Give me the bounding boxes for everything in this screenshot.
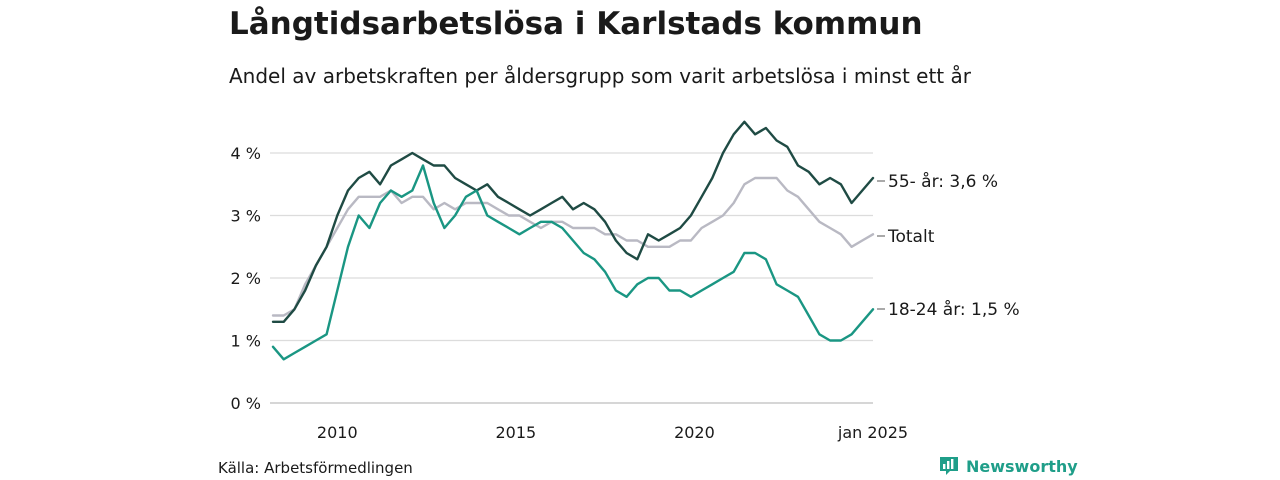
x-tick-label: 2015: [495, 423, 536, 442]
x-axis: 2010 2015 2020 jan 2025: [317, 423, 908, 442]
series-line-total: [271, 176, 875, 317]
x-tick-label: 2020: [674, 423, 715, 442]
chart-subtitle: Andel av arbetskraften per åldersgrupp s…: [229, 64, 971, 88]
y-axis: 0 % 1 % 2 % 3 % 4 %: [231, 144, 261, 413]
end-label-older: 55- år: 3,6 %: [888, 171, 998, 192]
brand-logo: Newsworthy: [938, 455, 1078, 477]
y-tick-label: 3 %: [231, 207, 261, 226]
series-line-young: [271, 164, 875, 361]
source-note: Källa: Arbetsförmedlingen: [218, 459, 413, 477]
x-tick-label: jan 2025: [837, 423, 908, 442]
y-tick-label: 2 %: [231, 269, 261, 288]
x-tick-label: 2010: [317, 423, 358, 442]
brand-name: Newsworthy: [966, 456, 1078, 476]
chart-title: Långtidsarbetslösa i Karlstads kommun: [229, 6, 923, 42]
y-tick-label: 0 %: [231, 394, 261, 413]
newsworthy-logo-icon: [940, 457, 958, 475]
series-end-labels: Totalt 55- år: 3,6 % 18-24 år: 1,5 %: [877, 171, 1020, 320]
series-lines: [271, 120, 875, 361]
end-label-young: 18-24 år: 1,5 %: [888, 299, 1020, 320]
y-tick-label: 4 %: [231, 144, 261, 163]
end-label-total: Totalt: [887, 227, 935, 247]
y-tick-label: 1 %: [231, 332, 261, 351]
gridlines: [270, 152, 873, 404]
series-line-older: [271, 120, 875, 323]
